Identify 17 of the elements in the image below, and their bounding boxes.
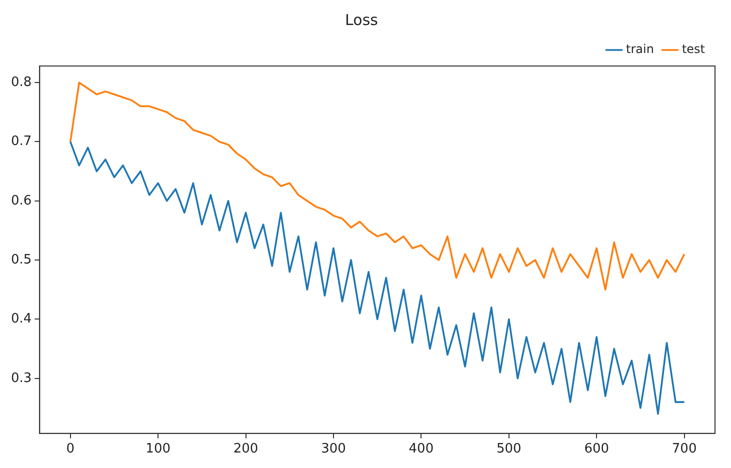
x-tick-label: 100 bbox=[146, 442, 170, 457]
y-tick-label: 0.5 bbox=[10, 252, 32, 268]
y-tick-label: 0.3 bbox=[10, 370, 32, 386]
x-tick-label: 400 bbox=[408, 442, 434, 457]
legend-label: test bbox=[682, 42, 706, 56]
x-tick-label: 0 bbox=[66, 442, 75, 457]
chart-title: Loss bbox=[345, 10, 378, 29]
x-tick-label: 600 bbox=[584, 442, 610, 457]
y-tick-label: 0.4 bbox=[10, 312, 32, 327]
x-tick-label: 300 bbox=[321, 442, 346, 457]
legend-label: train bbox=[626, 42, 654, 56]
y-tick-label: 0.8 bbox=[10, 74, 32, 90]
y-tick-label: 0.6 bbox=[10, 193, 32, 208]
x-tick-label: 200 bbox=[233, 442, 258, 457]
x-tick-label: 700 bbox=[672, 442, 697, 457]
y-tick-label: 0.7 bbox=[10, 134, 32, 150]
x-tick-label: 500 bbox=[496, 442, 522, 457]
